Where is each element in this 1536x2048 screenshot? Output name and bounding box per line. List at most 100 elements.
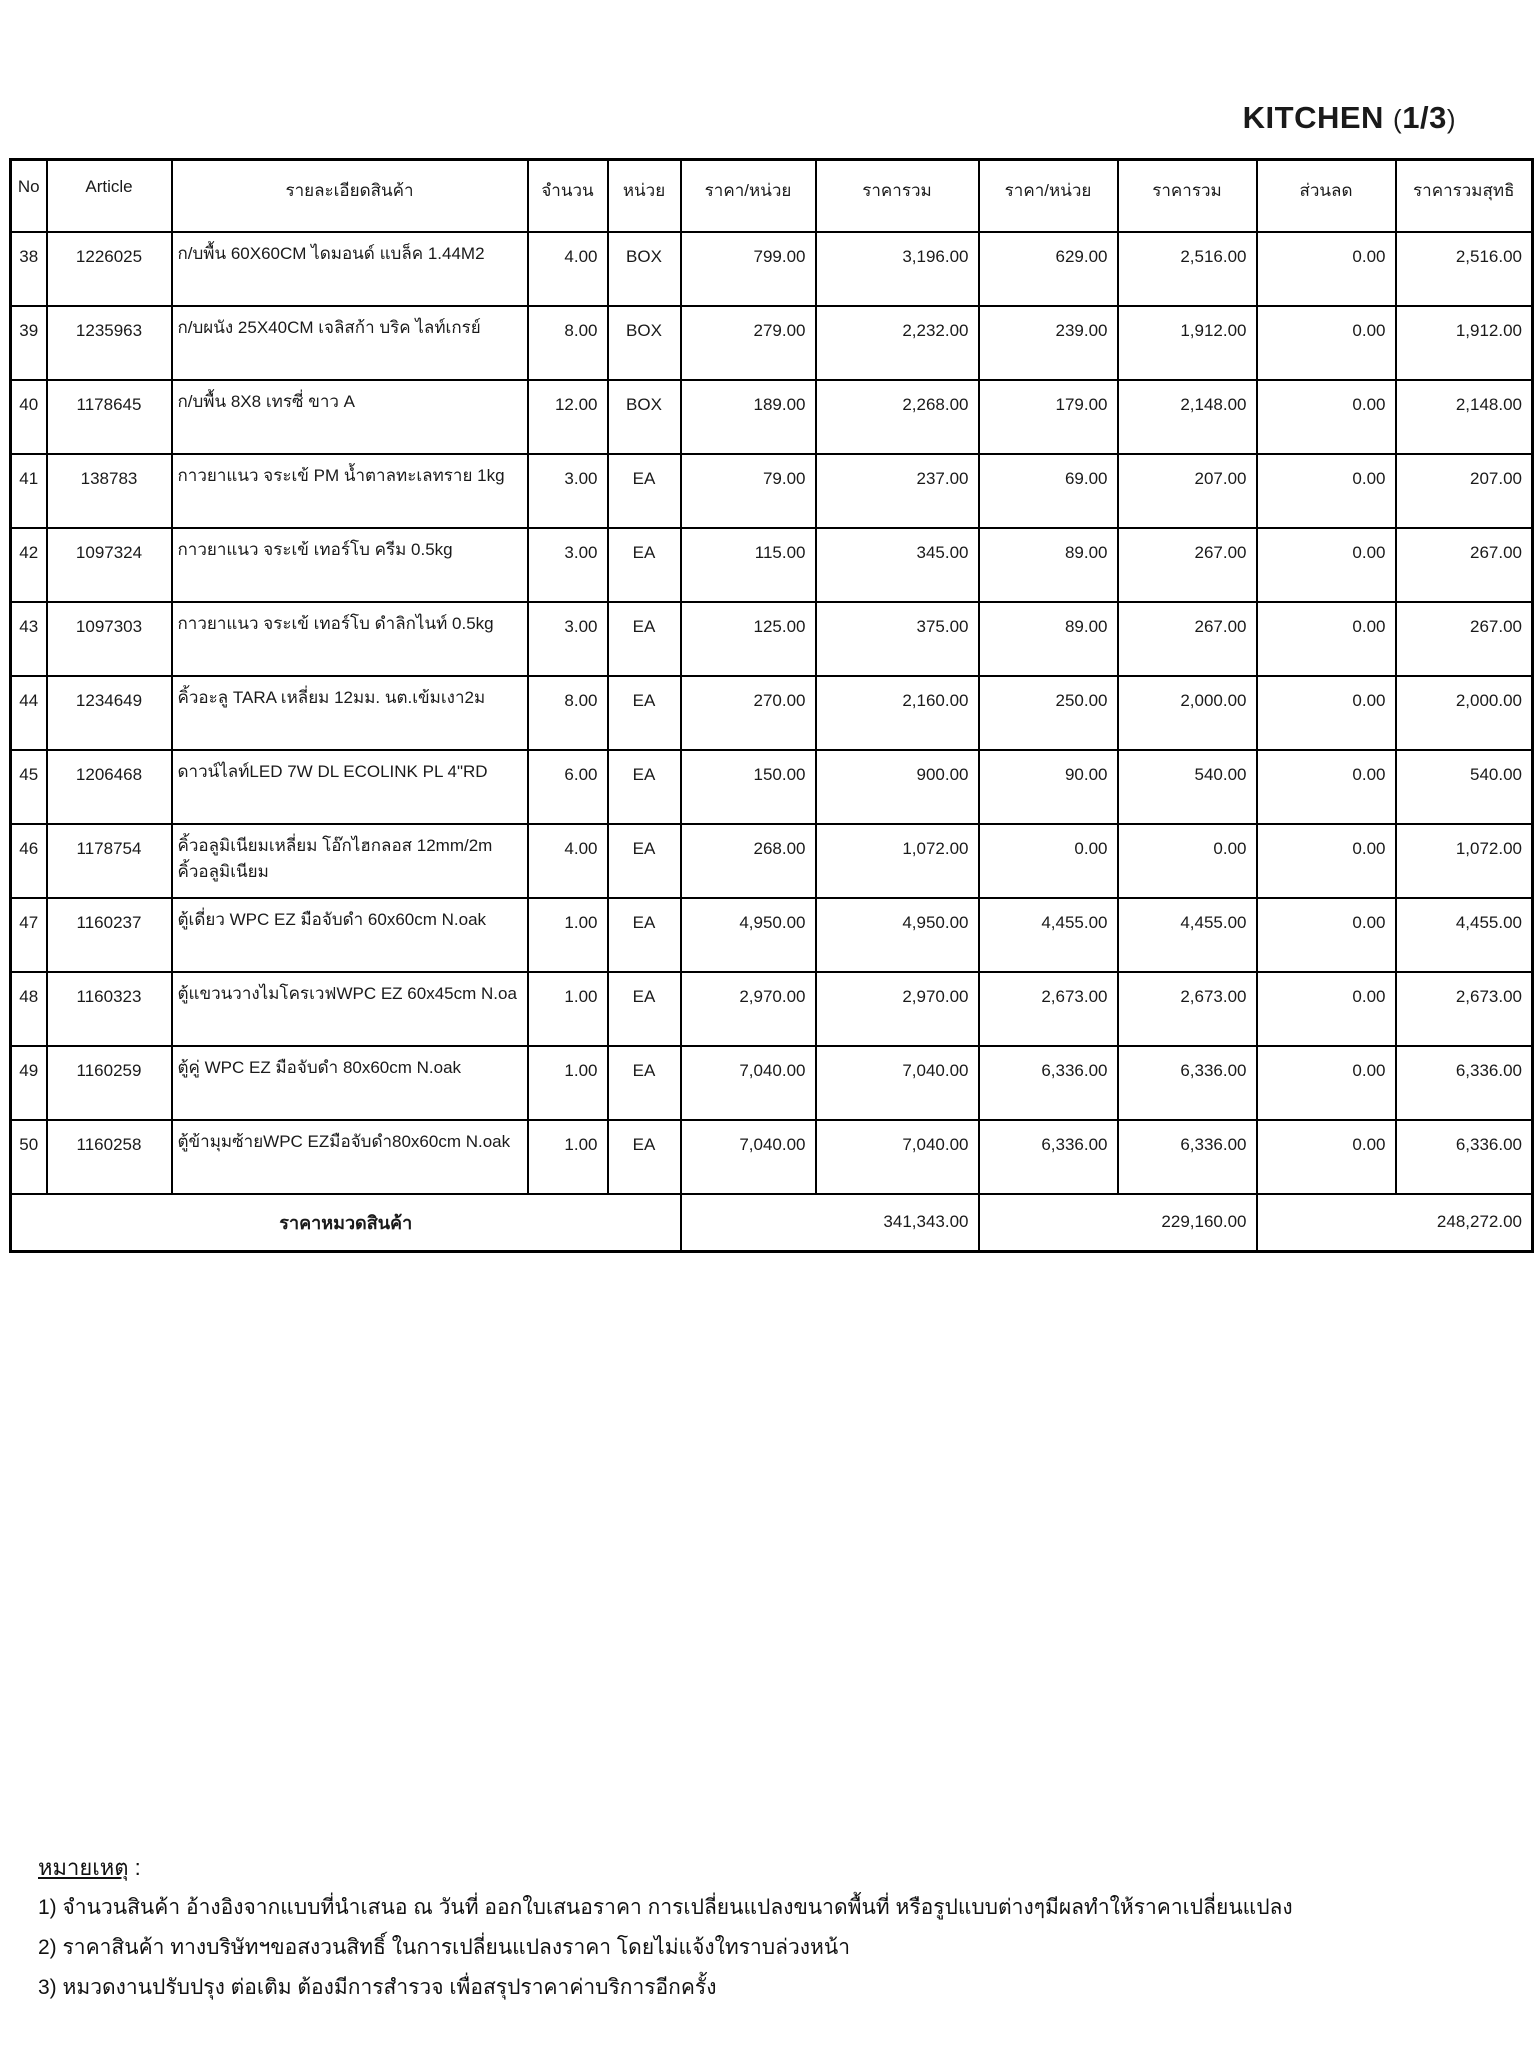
cell-total-2: 2,148.00 — [1116, 378, 1258, 455]
cell-description: กาวยาแนว จระเข้ เทอร์โบ ดำลิกไนท์ 0.5kg — [170, 600, 529, 677]
note-line: 1) จำนวนสินค้า อ้างอิงจากแบบที่นำเสนอ ณ … — [38, 1896, 1293, 1919]
cell-unit: EA — [606, 748, 682, 825]
cell-unit-price-2: 0.00 — [977, 822, 1119, 899]
cell-total-1: 375.00 — [814, 600, 980, 677]
col-header-total-1: ราคารวม — [814, 158, 980, 233]
cell-total-1: 237.00 — [814, 452, 980, 529]
cell-discount: 0.00 — [1255, 600, 1397, 677]
table-row: 50 1160258 ตู้ข้ามุมซ้ายWPC EZมือจับดำ80… — [9, 1118, 1534, 1195]
cell-discount: 0.00 — [1255, 526, 1397, 603]
cell-article: 1206468 — [45, 748, 173, 825]
cell-article: 1160237 — [45, 896, 173, 973]
cell-article: 138783 — [45, 452, 173, 529]
cell-unit-price-2: 250.00 — [977, 674, 1119, 751]
table-row: 46 1178754 คิ้วอลูมิเนียมเหลี่ยม โอ๊กไฮก… — [9, 822, 1534, 899]
cell-quantity: 3.00 — [526, 600, 609, 677]
cell-no: 46 — [9, 822, 48, 899]
cell-total-2: 540.00 — [1116, 748, 1258, 825]
cell-total-2: 1,912.00 — [1116, 304, 1258, 381]
cell-description: ดาวน์ไลท์LED 7W DL ECOLINK PL 4"RD — [170, 748, 529, 825]
cell-unit: EA — [606, 452, 682, 529]
col-header-description: รายละเอียดสินค้า — [170, 158, 529, 233]
cell-discount: 0.00 — [1255, 452, 1397, 529]
footer-total-1: 341,343.00 — [679, 1192, 980, 1253]
cell-unit-price-1: 4,950.00 — [679, 896, 817, 973]
cell-discount: 0.00 — [1255, 970, 1397, 1047]
cell-quantity: 6.00 — [526, 748, 609, 825]
cell-discount: 0.00 — [1255, 896, 1397, 973]
cell-unit-price-2: 4,455.00 — [977, 896, 1119, 973]
cell-quantity: 3.00 — [526, 452, 609, 529]
cell-net-total: 2,000.00 — [1394, 674, 1534, 751]
cell-unit-price-2: 89.00 — [977, 526, 1119, 603]
cell-total-2: 4,455.00 — [1116, 896, 1258, 973]
cell-no: 39 — [9, 304, 48, 381]
cell-description: คิ้วอลูมิเนียมเหลี่ยม โอ๊กไฮกลอส 12mm/2m… — [170, 822, 529, 899]
cell-discount: 0.00 — [1255, 304, 1397, 381]
cell-total-2: 2,673.00 — [1116, 970, 1258, 1047]
cell-unit: EA — [606, 896, 682, 973]
cell-description: ก/บพื้น 8X8 เทรซี่ ขาว A — [170, 378, 529, 455]
cell-unit-price-1: 7,040.00 — [679, 1044, 817, 1121]
cell-unit-price-2: 69.00 — [977, 452, 1119, 529]
cell-no: 45 — [9, 748, 48, 825]
table-row: 38 1226025 ก/บพื้น 60X60CM ไดมอนด์ แบล็ค… — [9, 230, 1534, 307]
cell-description: ก/บพื้น 60X60CM ไดมอนด์ แบล็ค 1.44M2 — [170, 230, 529, 307]
cell-description: คิ้วอะลู TARA เหลี่ยม 12มม. นต.เข้มเงา2ม — [170, 674, 529, 751]
table-row: 47 1160237 ตู้เดี่ยว WPC EZ มือจับดำ 60x… — [9, 896, 1534, 973]
cell-total-1: 900.00 — [814, 748, 980, 825]
col-header-unit-price-1: ราคา/หน่วย — [679, 158, 817, 233]
cell-unit-price-2: 629.00 — [977, 230, 1119, 307]
cell-unit-price-2: 89.00 — [977, 600, 1119, 677]
cell-description: กาวยาแนว จระเข้ เทอร์โบ ครีม 0.5kg — [170, 526, 529, 603]
table-row: 48 1160323 ตู้แขวนวางไมโครเวฟWPC EZ 60x4… — [9, 970, 1534, 1047]
cell-net-total: 267.00 — [1394, 526, 1534, 603]
cell-total-1: 2,970.00 — [814, 970, 980, 1047]
table-row: 43 1097303 กาวยาแนว จระเข้ เทอร์โบ ดำลิก… — [9, 600, 1534, 677]
cell-unit-price-1: 799.00 — [679, 230, 817, 307]
page-number: 1/3 — [1402, 100, 1447, 135]
cell-article: 1235963 — [45, 304, 173, 381]
cell-unit-price-1: 79.00 — [679, 452, 817, 529]
col-header-unit-price-2: ราคา/หน่วย — [977, 158, 1119, 233]
footer-net-total: 248,272.00 — [1255, 1192, 1534, 1253]
table-footer-row: ราคาหมวดสินค้า 341,343.00 229,160.00 248… — [9, 1192, 1534, 1253]
cell-no: 48 — [9, 970, 48, 1047]
cell-total-1: 7,040.00 — [814, 1044, 980, 1121]
cell-description: กาวยาแนว จระเข้ PM น้ำตาลทะเลทราย 1kg — [170, 452, 529, 529]
cell-article: 1226025 — [45, 230, 173, 307]
cell-unit-price-2: 6,336.00 — [977, 1118, 1119, 1195]
cell-total-2: 6,336.00 — [1116, 1118, 1258, 1195]
cell-no: 44 — [9, 674, 48, 751]
cell-unit-price-1: 2,970.00 — [679, 970, 817, 1047]
cell-discount: 0.00 — [1255, 230, 1397, 307]
notes-heading-text: หมายเหตุ — [38, 1855, 129, 1880]
cell-quantity: 8.00 — [526, 674, 609, 751]
cell-net-total: 207.00 — [1394, 452, 1534, 529]
cell-unit-price-1: 115.00 — [679, 526, 817, 603]
cell-description: ตู้ข้ามุมซ้ายWPC EZมือจับดำ80x60cm N.oak — [170, 1118, 529, 1195]
col-header-article: Article — [45, 158, 173, 233]
cell-total-2: 2,000.00 — [1116, 674, 1258, 751]
cell-no: 38 — [9, 230, 48, 307]
cell-total-1: 2,160.00 — [814, 674, 980, 751]
col-header-total-2: ราคารวม — [1116, 158, 1258, 233]
notes-heading-colon: : — [128, 1855, 141, 1880]
cell-unit: BOX — [606, 230, 682, 307]
cell-quantity: 1.00 — [526, 1044, 609, 1121]
cell-article: 1160258 — [45, 1118, 173, 1195]
cell-net-total: 6,336.00 — [1394, 1044, 1534, 1121]
cell-net-total: 6,336.00 — [1394, 1118, 1534, 1195]
cell-net-total: 1,912.00 — [1394, 304, 1534, 381]
table-header-row: No Article รายละเอียดสินค้า จำนวน หน่วย … — [9, 158, 1534, 233]
col-header-discount: ส่วนลด — [1255, 158, 1397, 233]
cell-net-total: 4,455.00 — [1394, 896, 1534, 973]
cell-unit: EA — [606, 822, 682, 899]
cell-quantity: 1.00 — [526, 896, 609, 973]
cell-net-total: 540.00 — [1394, 748, 1534, 825]
cell-unit: EA — [606, 1044, 682, 1121]
cell-quantity: 3.00 — [526, 526, 609, 603]
cell-discount: 0.00 — [1255, 1044, 1397, 1121]
table-row: 42 1097324 กาวยาแนว จระเข้ เทอร์โบ ครีม … — [9, 526, 1534, 603]
cell-unit-price-2: 6,336.00 — [977, 1044, 1119, 1121]
